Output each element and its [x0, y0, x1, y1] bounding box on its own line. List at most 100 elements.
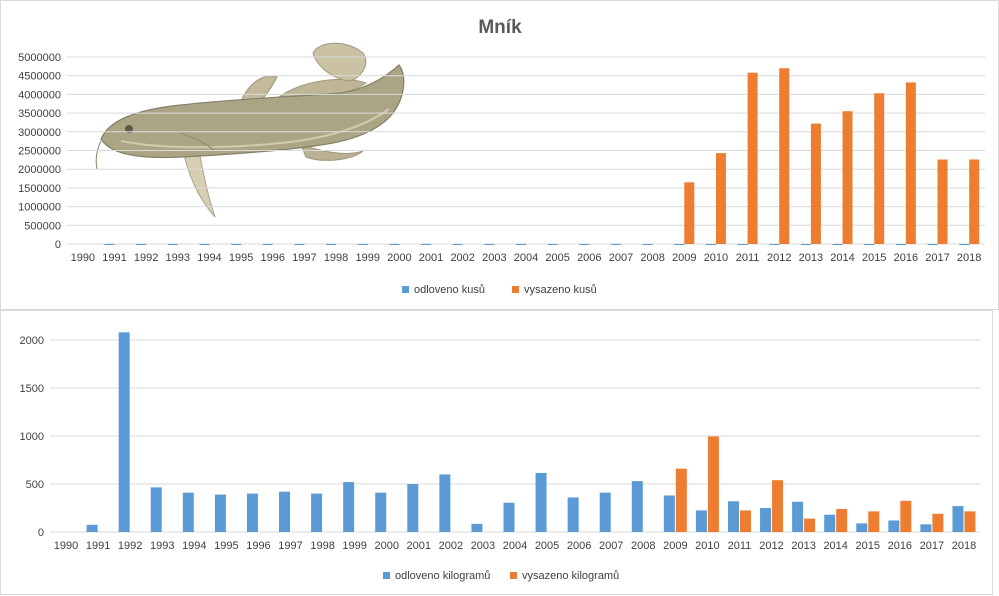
legend-label-vysazeno-kusu: vysazeno kusů [524, 284, 597, 296]
x-tick-label: 1992 [118, 540, 142, 552]
x-tick-label: 2003 [471, 540, 495, 552]
bar-odloveno-2016 [895, 243, 906, 245]
bar-vysazeno-2009 [675, 468, 687, 532]
bar-odloveno-2010 [705, 243, 716, 245]
bar-odloveno-2013 [792, 501, 804, 532]
x-tick-label: 2000 [374, 540, 398, 552]
x-tick-label: 2013 [791, 540, 815, 552]
chart-title: Mník [478, 17, 522, 38]
x-tick-label: 2008 [631, 540, 655, 552]
bar-odloveno-2014 [824, 514, 836, 532]
bar-odloveno-2018 [952, 506, 964, 532]
legend-top: odloveno kusů vysazeno kusů [402, 284, 597, 296]
x-tick-label: 2002 [439, 540, 463, 552]
y-tick-label: 0 [38, 527, 44, 539]
bar-odloveno-1997 [294, 243, 305, 245]
bar-odloveno-2016 [888, 520, 900, 532]
bar-odloveno-2001 [407, 484, 419, 532]
x-tick-label: 2018 [957, 252, 981, 264]
bar-odloveno-1994 [199, 243, 210, 245]
legend-swatch-vysazeno-kusu [512, 286, 519, 293]
bar-vysazeno-2017 [932, 513, 944, 532]
x-tick-label: 2008 [640, 252, 664, 264]
bar-odloveno-1993 [150, 487, 162, 532]
bar-odloveno-2005 [535, 472, 547, 532]
x-tick-label: 2010 [704, 252, 728, 264]
bar-odloveno-2001 [421, 243, 432, 245]
legend-label-odloveno-kusu: odloveno kusů [414, 284, 485, 296]
bar-odloveno-1994 [182, 492, 194, 532]
legend-label-vysazeno-kilogramu: vysazeno kilogramů [522, 570, 619, 582]
bar-odloveno-2011 [737, 243, 748, 245]
x-tick-label: 2007 [599, 540, 623, 552]
y-tick-label: 500 [26, 479, 44, 491]
bar-odloveno-1991 [104, 243, 115, 245]
x-tick-label: 1991 [102, 252, 126, 264]
bar-odloveno-2012 [760, 508, 772, 532]
x-tick-label: 1996 [246, 540, 270, 552]
bar-vysazeno-2013 [804, 518, 816, 532]
x-tick-label: 2014 [830, 252, 854, 264]
bar-odloveno-2014 [832, 243, 843, 245]
x-tick-label: 2003 [482, 252, 506, 264]
x-tick-label: 2005 [535, 540, 559, 552]
bar-odloveno-2013 [800, 243, 811, 245]
bar-vysazeno-2018 [964, 511, 976, 532]
bar-odloveno-2017 [920, 524, 932, 532]
bar-odloveno-2002 [439, 474, 451, 532]
x-tick-label: 2012 [759, 540, 783, 552]
y-tick-label: 500000 [24, 220, 61, 232]
bar-odloveno-2015 [864, 243, 875, 245]
legend-swatch-odloveno-kusu [402, 286, 409, 293]
y-tick-label: 3500000 [18, 108, 61, 120]
y-tick-label: 4500000 [18, 71, 61, 83]
legend-swatch-odloveno-kilogramu [383, 572, 390, 579]
bar-odloveno-2018 [959, 243, 970, 245]
x-tick-label: 2009 [672, 252, 696, 264]
bar-odloveno-1991 [86, 524, 98, 532]
bar-odloveno-1997 [279, 491, 291, 532]
bar-odloveno-2004 [503, 502, 515, 532]
x-tick-label: 2005 [545, 252, 569, 264]
x-tick-label: 2012 [767, 252, 791, 264]
bar-vysazeno-2013 [810, 123, 821, 244]
bar-odloveno-2015 [856, 523, 868, 532]
x-tick-label: 2017 [925, 252, 949, 264]
bar-odloveno-2003 [471, 523, 483, 532]
x-tick-label: 1998 [310, 540, 334, 552]
burbot-fish-icon [95, 42, 405, 218]
y-tick-label: 1500000 [18, 183, 61, 195]
bar-odloveno-2005 [547, 243, 558, 245]
bar-odloveno-2008 [642, 243, 653, 245]
x-tick-label: 1990 [71, 252, 95, 264]
x-tick-label: 1991 [86, 540, 110, 552]
x-tick-label: 1997 [292, 252, 316, 264]
bar-odloveno-2010 [695, 510, 707, 532]
y-tick-label: 3000000 [18, 127, 61, 139]
bar-odloveno-2007 [599, 492, 611, 532]
y-tick-label: 2000000 [18, 164, 61, 176]
y-tick-label: 2500000 [18, 146, 61, 158]
x-tick-label: 2015 [862, 252, 886, 264]
x-tick-label: 2007 [609, 252, 633, 264]
x-tick-label: 1994 [182, 540, 206, 552]
x-tick-label: 2000 [387, 252, 411, 264]
x-tick-label: 1993 [150, 540, 174, 552]
x-tick-label: 2017 [920, 540, 944, 552]
bar-odloveno-2011 [727, 501, 739, 532]
chart-panel-bottom: 0 500 1000 1500 2000 1990 1991 1992 1993 1994 199… [0, 310, 993, 595]
x-tick-label: 2004 [503, 540, 527, 552]
chart-panel-top: Mník 0 500000 1000000 1500000 2000000 2500000… [0, 0, 999, 310]
bar-odloveno-1998 [311, 493, 323, 532]
chart-top: Mník 0 500000 1000000 1500000 2000000 2500000… [18, 17, 985, 296]
bar-odloveno-1996 [246, 493, 258, 532]
bar-odloveno-1998 [326, 243, 337, 245]
bar-odloveno-1999 [343, 482, 355, 532]
bar-odloveno-2008 [631, 481, 643, 532]
x-tick-label: 2009 [663, 540, 687, 552]
x-tick-label: 2001 [407, 540, 431, 552]
bar-odloveno-2003 [484, 243, 495, 245]
x-tick-label: 2011 [736, 252, 760, 264]
bar-vysazeno-2017 [937, 159, 948, 244]
chart-bottom: 0 500 1000 1500 2000 1990 1991 1992 1993 1994 199… [20, 332, 980, 582]
